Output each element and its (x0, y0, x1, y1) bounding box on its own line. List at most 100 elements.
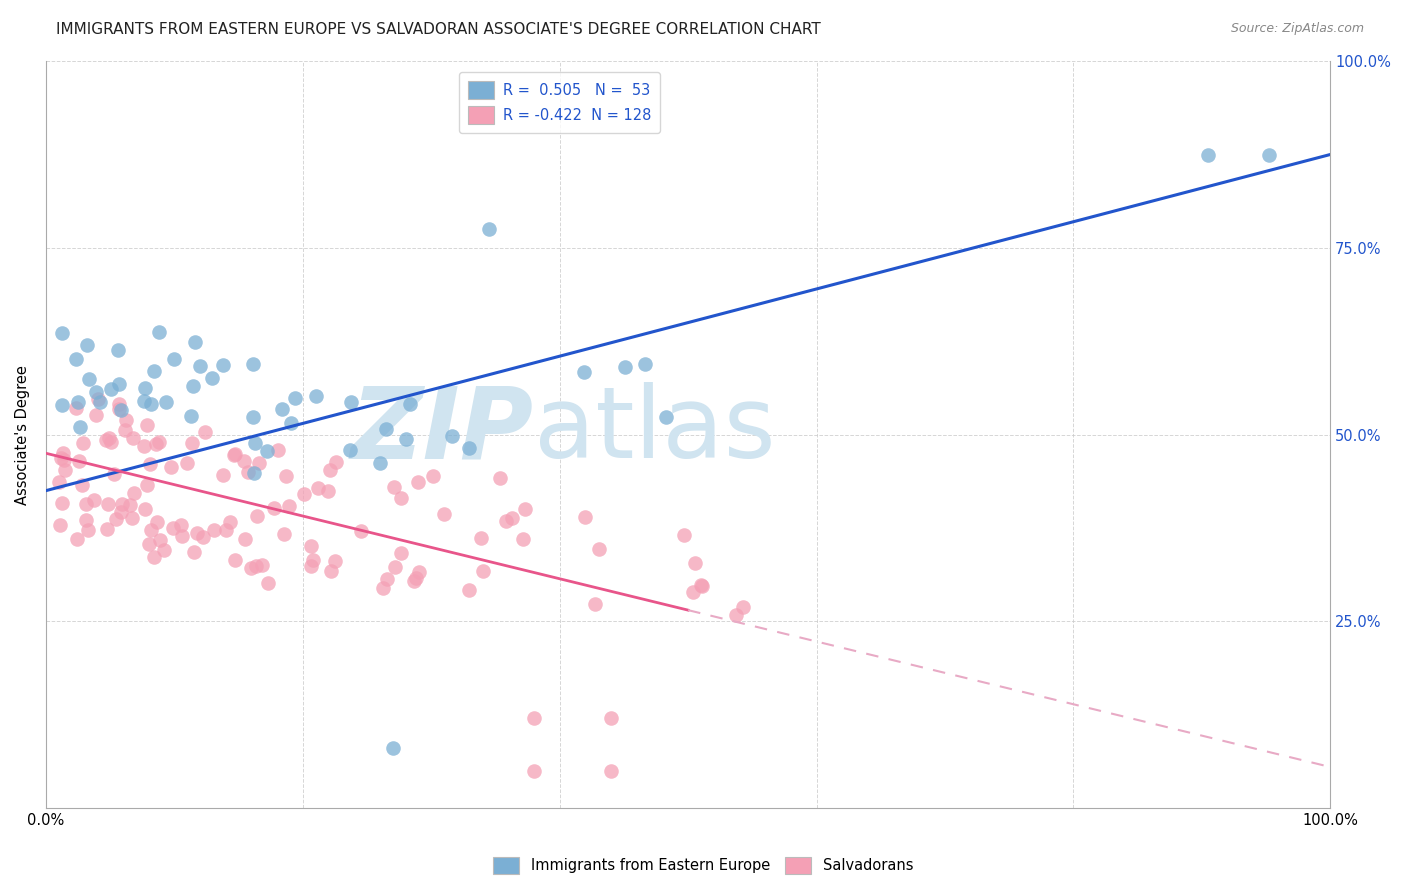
Point (121, 510, 143, 524)
Point (186, 525, 208, 540)
Point (96, 522, 118, 536)
Point (52, 446, 75, 460)
Point (191, 530, 214, 544)
Point (132, 394, 155, 409)
Point (583, 598, 606, 612)
Point (107, 396, 129, 410)
Point (122, 486, 145, 500)
Point (76, 523, 98, 537)
Point (134, 439, 156, 453)
Point (270, 401, 292, 416)
Point (256, 444, 278, 458)
Point (316, 483, 339, 498)
Point (194, 425, 217, 439)
Point (51, 398, 73, 412)
Point (470, 531, 492, 545)
Point (224, 447, 246, 461)
Point (263, 501, 285, 516)
Point (422, 469, 444, 483)
Point (325, 455, 347, 469)
Point (236, 466, 259, 480)
Point (67, 454, 90, 468)
Point (86, 384, 108, 399)
Point (725, 607, 748, 622)
Point (181, 378, 204, 392)
Point (495, 514, 517, 528)
Point (240, 560, 263, 574)
Point (371, 582, 394, 596)
Text: ZIP: ZIP (352, 383, 534, 479)
Point (389, 491, 412, 506)
Point (75, 513, 97, 527)
Point (683, 556, 706, 570)
Point (243, 435, 266, 450)
Text: IMMIGRANTS FROM EASTERN EUROPE VS SALVADORAN ASSOCIATE'S DEGREE CORRELATION CHAR: IMMIGRANTS FROM EASTERN EUROPE VS SALVAD… (56, 22, 821, 37)
Point (339, 443, 361, 458)
Point (142, 364, 165, 378)
Point (374, 422, 396, 436)
Point (136, 477, 159, 491)
Text: atlas: atlas (534, 383, 776, 479)
Point (682, 585, 704, 599)
Point (122, 431, 145, 445)
Point (98, 431, 121, 445)
Point (478, 222, 501, 236)
Point (512, 532, 534, 546)
Point (340, 395, 363, 409)
Point (107, 401, 129, 416)
Point (100, 434, 122, 449)
Point (89, 395, 111, 409)
Point (242, 409, 264, 424)
Point (305, 389, 328, 403)
Point (235, 532, 257, 546)
Point (115, 413, 138, 427)
Point (384, 560, 406, 574)
Point (118, 499, 141, 513)
Point (138, 537, 160, 551)
Point (214, 523, 236, 537)
Point (134, 501, 156, 516)
Point (148, 434, 170, 449)
Point (188, 359, 211, 374)
Point (176, 456, 198, 470)
Point (70, 478, 93, 492)
Point (267, 443, 290, 458)
Point (163, 351, 186, 366)
Point (523, 764, 546, 778)
Point (368, 456, 391, 470)
Point (218, 515, 240, 529)
Point (224, 448, 246, 462)
Point (405, 571, 427, 585)
Point (100, 383, 122, 397)
Point (48, 475, 70, 489)
Point (224, 552, 246, 566)
Point (103, 467, 125, 482)
Point (172, 529, 194, 543)
Point (83, 492, 105, 507)
Point (280, 416, 302, 430)
Point (170, 518, 193, 533)
Point (398, 397, 420, 411)
Point (308, 481, 330, 495)
Point (375, 572, 398, 586)
Point (134, 381, 156, 395)
Point (733, 599, 755, 614)
Point (52, 453, 75, 467)
Point (243, 466, 266, 480)
Point (135, 417, 157, 432)
Point (433, 507, 456, 521)
Point (458, 441, 481, 455)
Point (406, 475, 429, 490)
Point (211, 467, 233, 482)
Point (299, 559, 322, 574)
Point (523, 711, 546, 725)
Point (350, 524, 373, 539)
Point (48, 518, 70, 533)
Point (1197, 147, 1219, 161)
Point (180, 409, 202, 423)
Point (402, 574, 425, 588)
Point (148, 325, 170, 339)
Point (242, 357, 264, 371)
Point (212, 358, 235, 372)
Point (94, 434, 117, 448)
